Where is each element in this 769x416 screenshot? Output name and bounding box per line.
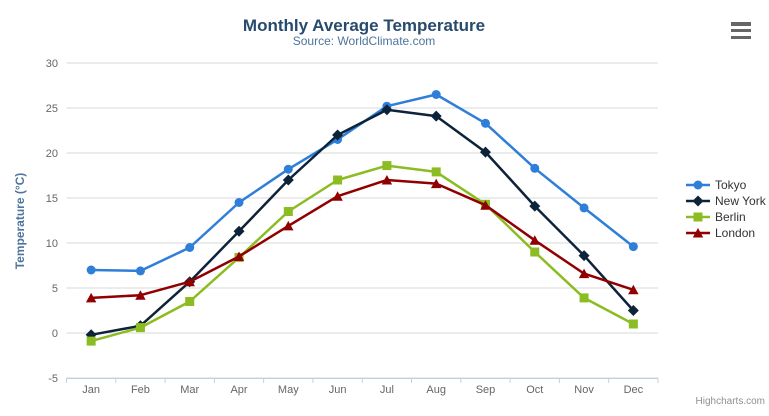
data-point-marker[interactable] [381,175,393,185]
data-point-marker[interactable] [234,198,244,207]
data-point-marker[interactable] [479,146,491,158]
x-axis-label: Jan [82,384,100,396]
data-point-marker[interactable] [233,225,245,237]
data-point-marker[interactable] [184,276,195,287]
legend-label: New York [715,194,766,208]
series [85,90,639,346]
y-axis-label: 15 [46,193,58,205]
data-point-marker[interactable] [135,323,145,333]
x-axis-label: May [278,384,299,396]
data-point-marker[interactable] [692,195,704,207]
data-point-marker[interactable] [529,200,541,212]
series-line [89,108,635,337]
y-axis-title: Temperature (°C) [13,173,27,270]
data-point-marker[interactable] [233,251,245,262]
series-london [85,175,639,303]
legend-item-london[interactable]: London [686,225,766,241]
y-axis-label: 0 [52,328,58,340]
data-point-marker[interactable] [578,250,590,262]
x-axis-label: Jun [329,384,347,396]
hamburger-menu-icon[interactable] [731,22,751,39]
legend-item-tokyo[interactable]: Tokyo [686,177,766,193]
data-point-marker[interactable] [86,265,96,275]
data-point-marker[interactable] [86,336,96,346]
legend-marker-icon [686,180,710,190]
data-point-marker[interactable] [692,228,704,238]
data-point-marker[interactable] [332,129,344,141]
data-point-marker[interactable] [431,90,441,99]
x-axis-label: Jul [380,384,394,396]
x-axis-label: Oct [526,384,543,396]
chart-subtitle: Source: WorldClimate.com [293,34,436,48]
data-point-marker[interactable] [135,266,145,276]
data-point-marker[interactable] [693,180,703,190]
x-axis-label: Nov [574,384,594,396]
y-axis-label: 20 [46,148,58,160]
legend-label: Tokyo [715,178,747,192]
series-tokyo [86,90,638,276]
highcharts-credit[interactable]: Highcharts.com [696,396,765,407]
data-point-marker[interactable] [283,164,293,174]
gridlines [66,62,658,379]
legend-item-berlin[interactable]: Berlin [686,209,766,225]
legend-label: Berlin [715,210,746,224]
data-point-marker[interactable] [283,207,293,216]
data-point-marker[interactable] [579,293,589,303]
y-axis-label: -5 [48,373,58,385]
data-point-marker[interactable] [530,163,540,173]
data-point-marker[interactable] [135,290,146,300]
data-point-marker[interactable] [530,247,540,257]
legend-label: London [715,226,756,240]
data-point-marker[interactable] [579,203,589,213]
legend-marker-icon [686,228,710,238]
chart-legend: Tokyo New York Berlin London [686,177,766,241]
x-axis-label: Feb [131,384,150,396]
data-point-marker[interactable] [332,191,343,201]
data-point-marker[interactable] [382,161,392,171]
series-line [89,164,635,343]
x-axis-label: Mar [180,384,199,396]
legend-marker-icon [686,212,710,222]
data-point-marker[interactable] [283,220,294,231]
y-axis-label: 30 [46,58,58,70]
data-point-marker[interactable] [628,242,638,252]
data-point-marker[interactable] [628,284,639,295]
data-point-marker[interactable] [480,200,491,210]
legend-marker-icon [686,195,710,207]
y-axis-label: 5 [52,283,58,295]
x-axis-label: Apr [230,384,247,396]
data-point-marker[interactable] [430,178,442,189]
data-point-marker[interactable] [282,174,294,186]
data-point-marker[interactable] [431,167,441,177]
series-new-york [85,104,639,341]
data-point-marker[interactable] [693,212,703,222]
series-line [89,178,635,300]
hamburger-bar [731,28,751,33]
data-point-marker[interactable] [381,104,393,116]
x-axis-label: Dec [624,384,644,396]
data-point-marker[interactable] [185,243,195,252]
data-point-marker[interactable] [529,235,540,245]
data-point-marker[interactable] [185,297,195,306]
data-point-marker[interactable] [85,292,97,303]
chart-title: Monthly Average Temperature [243,16,485,35]
axes: -5 0 5 10 15 20 25 30 Jan Feb Mar Apr May Jun Jul Aug Se… [46,58,659,396]
x-axis-label: Sep [476,384,496,396]
data-point-marker[interactable] [578,268,590,279]
data-point-marker[interactable] [333,175,343,185]
data-point-marker[interactable] [628,319,638,329]
data-point-marker[interactable] [430,110,442,122]
legend-item-new-york[interactable]: New York [686,193,766,209]
x-axis-label: Aug [426,384,446,396]
hamburger-bar [731,22,751,26]
y-axis-label: 10 [46,238,58,250]
hamburger-bar [731,35,751,39]
data-point-marker[interactable] [627,305,639,316]
series-line [89,93,635,273]
data-point-marker[interactable] [480,118,490,128]
y-axis-label: 25 [46,103,58,115]
